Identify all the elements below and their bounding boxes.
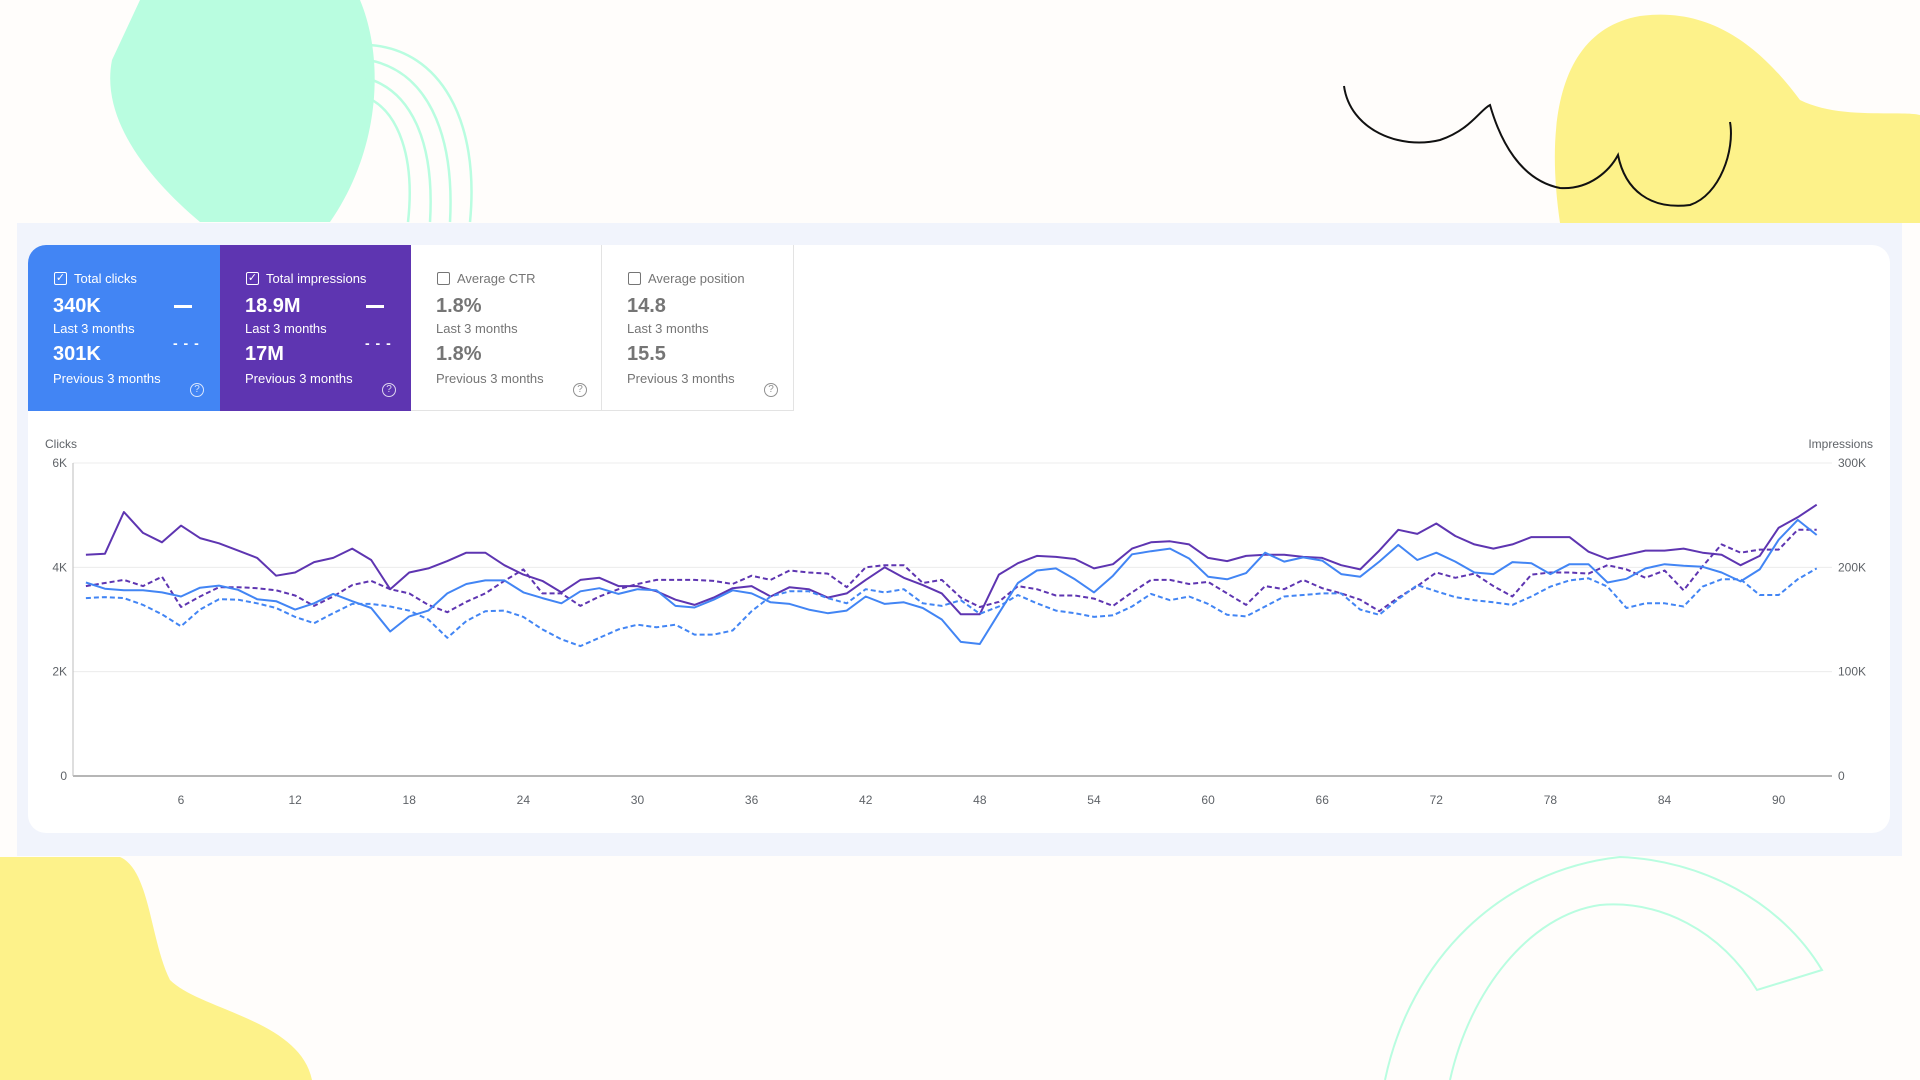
x-tick-label: 54 [1087,793,1101,807]
x-tick-label: 66 [1316,793,1330,807]
checkbox-checked-icon[interactable]: ✓ [54,272,67,285]
series-line-clicks-solid [85,518,1818,645]
metric-value: 14.8 [627,295,666,317]
x-tick-label: 78 [1544,793,1558,807]
x-tick-label: 12 [288,793,302,807]
metric-average-ctr[interactable]: Average CTR 1.8% Last 3 months 1.8% Prev… [411,245,602,411]
metric-label: Total impressions [266,271,367,286]
metric-period: Last 3 months [245,321,327,336]
left-tick-label: 0 [60,769,67,783]
x-tick-label: 18 [403,793,417,807]
metric-average-position[interactable]: Average position 14.8 Last 3 months 15.5… [602,245,794,411]
metric-period: Last 3 months [53,321,135,336]
metric-prev-period: Previous 3 months [53,371,161,386]
metric-prev-value: 17M [245,343,284,365]
right-tick-label: 300K [1838,456,1866,470]
metric-value: 1.8% [436,295,482,317]
series-line-clicks-dashed [85,567,1818,648]
x-tick-label: 90 [1772,793,1786,807]
solid-line-legend-icon [366,305,384,308]
x-tick-label: 84 [1658,793,1672,807]
metric-label: Average position [648,271,745,286]
metric-prev-value: 15.5 [627,343,666,365]
help-icon[interactable]: ? [764,383,778,397]
left-tick-label: 6K [52,456,67,470]
metric-period: Last 3 months [436,321,518,336]
metric-period: Last 3 months [627,321,709,336]
series-line-impressions-dashed [85,528,1817,614]
metric-total-clicks[interactable]: ✓ Total clicks 340K Last 3 months 301K -… [28,245,220,411]
metric-prev-value: 1.8% [436,343,482,365]
series-line-impressions-solid [85,503,1818,616]
help-icon[interactable]: ? [190,383,204,397]
x-tick-label: 60 [1201,793,1215,807]
left-axis-title: Clicks [45,437,77,451]
metric-prev-period: Previous 3 months [627,371,735,386]
left-tick-label: 2K [52,665,67,679]
metric-prev-period: Previous 3 months [245,371,353,386]
right-axis-title: Impressions [1808,437,1873,451]
solid-line-legend-icon [174,305,192,308]
x-tick-label: 36 [745,793,759,807]
x-tick-label: 42 [859,793,873,807]
metric-label: Total clicks [74,271,137,286]
mint-arcs [1384,855,1824,1080]
yellow-blob-top-right [1554,14,1920,223]
checkbox-unchecked-icon[interactable] [437,272,450,285]
mint-blob [110,0,375,222]
mint-contour-lines [363,43,473,223]
metric-total-impressions[interactable]: ✓ Total impressions 18.9M Last 3 months … [220,245,412,411]
yellow-blob-bottom-left [0,857,312,1080]
checkbox-checked-icon[interactable]: ✓ [246,272,259,285]
dashed-line-legend-icon: - - - [173,335,200,351]
metric-prev-value: 301K [53,343,101,365]
help-icon[interactable]: ? [573,383,587,397]
right-tick-label: 0 [1838,769,1845,783]
x-tick-label: 30 [631,793,645,807]
right-tick-label: 100K [1838,665,1866,679]
metric-prev-period: Previous 3 months [436,371,544,386]
left-tick-label: 4K [52,560,67,574]
black-squiggle [1343,85,1732,207]
help-icon[interactable]: ? [382,383,396,397]
metric-value: 340K [53,295,101,317]
right-tick-label: 200K [1838,560,1866,574]
x-tick-label: 24 [517,793,531,807]
x-tick-label: 72 [1430,793,1444,807]
x-tick-label: 48 [973,793,987,807]
x-tick-label: 6 [178,793,185,807]
metric-value: 18.9M [245,295,301,317]
dashed-line-legend-icon: - - - [365,335,392,351]
performance-card: ✓ Total clicks 340K Last 3 months 301K -… [28,245,1890,833]
metric-label: Average CTR [457,271,536,286]
checkbox-unchecked-icon[interactable] [628,272,641,285]
